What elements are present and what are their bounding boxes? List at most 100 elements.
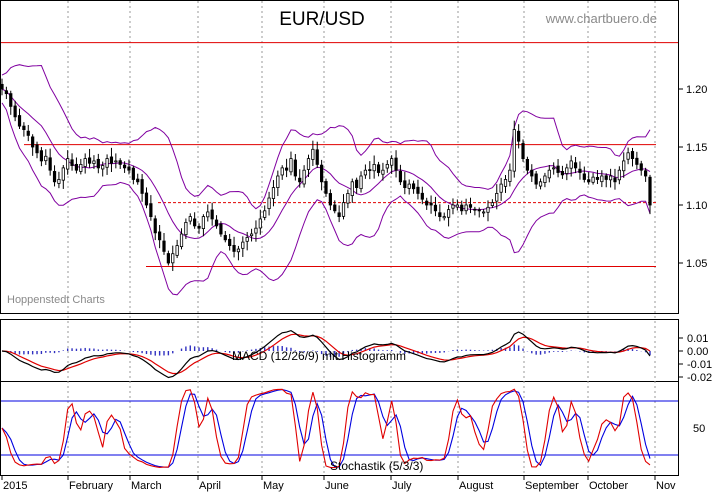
candle-body-60 bbox=[263, 210, 267, 218]
candle-body-129 bbox=[565, 167, 569, 174]
candle-body-56 bbox=[245, 237, 249, 242]
candle-body-96 bbox=[420, 192, 424, 200]
candle-body-19 bbox=[83, 158, 87, 167]
candle-body-79 bbox=[346, 192, 350, 204]
candle-body-63 bbox=[276, 175, 280, 188]
candle-body-65 bbox=[284, 167, 289, 171]
candle-body-102 bbox=[446, 209, 451, 218]
candlestick-series bbox=[0, 78, 652, 272]
candle-body-49 bbox=[214, 219, 219, 227]
candle-body-88 bbox=[385, 163, 389, 169]
candle-body-53 bbox=[232, 245, 236, 252]
price-tick-label-1: 1.15 bbox=[686, 142, 707, 154]
candle-body-68 bbox=[298, 177, 302, 183]
candle-body-139 bbox=[608, 175, 613, 181]
macd-tick-label-2: -0.01 bbox=[687, 359, 712, 371]
candle-body-89 bbox=[390, 158, 394, 166]
website-label: www.chartbuero.de bbox=[545, 11, 657, 26]
candle-body-82 bbox=[359, 175, 363, 190]
candle-body-47 bbox=[206, 211, 210, 218]
band-lo bbox=[1, 102, 651, 296]
candle-body-42 bbox=[184, 221, 188, 236]
candle-body-141 bbox=[617, 169, 621, 181]
x-tick-label-3: April bbox=[199, 480, 221, 492]
candle-body-31 bbox=[136, 178, 140, 183]
band-mid bbox=[1, 88, 651, 240]
candle-body-2 bbox=[9, 93, 13, 107]
candle-body-24 bbox=[105, 158, 109, 168]
candle-body-36 bbox=[158, 231, 162, 241]
candle-body-95 bbox=[416, 186, 420, 194]
x-tick-label-0: 2015 bbox=[3, 480, 27, 492]
candle-body-61 bbox=[267, 197, 271, 210]
candle-body-50 bbox=[219, 223, 223, 235]
x-tick-label-10: Nov bbox=[656, 480, 676, 492]
candle-body-25 bbox=[109, 156, 114, 164]
candle-body-145 bbox=[635, 157, 639, 165]
candle-body-75 bbox=[328, 193, 332, 206]
candle-body-34 bbox=[149, 203, 153, 217]
candle-body-52 bbox=[228, 238, 232, 246]
candle-body-26 bbox=[114, 160, 118, 163]
candle-body-15 bbox=[66, 158, 70, 170]
x-tick-label-9: October bbox=[589, 480, 628, 492]
candle-body-97 bbox=[425, 200, 429, 206]
candle-body-33 bbox=[144, 192, 149, 206]
candle-body-73 bbox=[320, 164, 324, 183]
candle-body-144 bbox=[630, 151, 635, 159]
candle-body-80 bbox=[350, 181, 354, 196]
macd-lines bbox=[1, 329, 651, 379]
candle-body-107 bbox=[468, 204, 473, 208]
bollinger-bands bbox=[1, 64, 651, 296]
candle-body-62 bbox=[271, 187, 276, 199]
macd-title: MACD (12/26/9) mit Histogramm bbox=[232, 349, 406, 363]
candle-body-116 bbox=[508, 169, 512, 182]
price-level-lines bbox=[1, 42, 678, 267]
macd-tick-label-1: 0.00 bbox=[687, 346, 708, 358]
candle-body-1 bbox=[4, 90, 8, 95]
candle-body-6 bbox=[26, 130, 30, 136]
candle-body-85 bbox=[372, 163, 376, 172]
candle-body-109 bbox=[477, 209, 481, 212]
candle-body-55 bbox=[241, 241, 245, 249]
candle-body-106 bbox=[464, 204, 468, 212]
candle-body-81 bbox=[355, 179, 359, 188]
candle-body-16 bbox=[70, 159, 74, 166]
candle-body-38 bbox=[166, 253, 170, 264]
candle-body-78 bbox=[341, 202, 346, 217]
candle-body-87 bbox=[381, 169, 385, 175]
candle-body-46 bbox=[201, 216, 206, 229]
candle-body-146 bbox=[639, 163, 643, 171]
candle-body-84 bbox=[368, 169, 372, 172]
candle-body-119 bbox=[521, 143, 525, 160]
candle-body-103 bbox=[451, 204, 455, 209]
candle-body-122 bbox=[534, 173, 538, 185]
candle-body-70 bbox=[306, 158, 311, 170]
candle-body-147 bbox=[644, 170, 648, 177]
candle-body-113 bbox=[495, 192, 499, 202]
candle-body-37 bbox=[162, 240, 166, 252]
candle-body-48 bbox=[210, 209, 214, 220]
stoch-d-line bbox=[1, 389, 651, 468]
candle-body-35 bbox=[153, 218, 157, 234]
macd-signal-line bbox=[1, 333, 651, 375]
candle-body-94 bbox=[411, 183, 416, 190]
candle-body-69 bbox=[302, 169, 306, 185]
axis-labels: 2015 February March April May June July August S… bbox=[1, 84, 712, 492]
candle-body-8 bbox=[35, 144, 39, 154]
candle-body-59 bbox=[258, 218, 262, 229]
candle-body-104 bbox=[455, 204, 459, 208]
candle-body-105 bbox=[460, 204, 464, 212]
month-gridlines bbox=[67, 1, 656, 475]
candle-body-123 bbox=[538, 181, 543, 187]
candle-body-5 bbox=[22, 125, 26, 131]
candle-body-3 bbox=[13, 105, 17, 118]
candle-body-41 bbox=[179, 233, 184, 248]
candle-body-115 bbox=[503, 179, 508, 187]
candle-body-4 bbox=[17, 115, 22, 127]
stoch-k-line bbox=[1, 388, 651, 469]
candle-body-29 bbox=[127, 166, 131, 171]
candle-body-64 bbox=[280, 167, 284, 176]
candle-body-86 bbox=[376, 164, 381, 173]
